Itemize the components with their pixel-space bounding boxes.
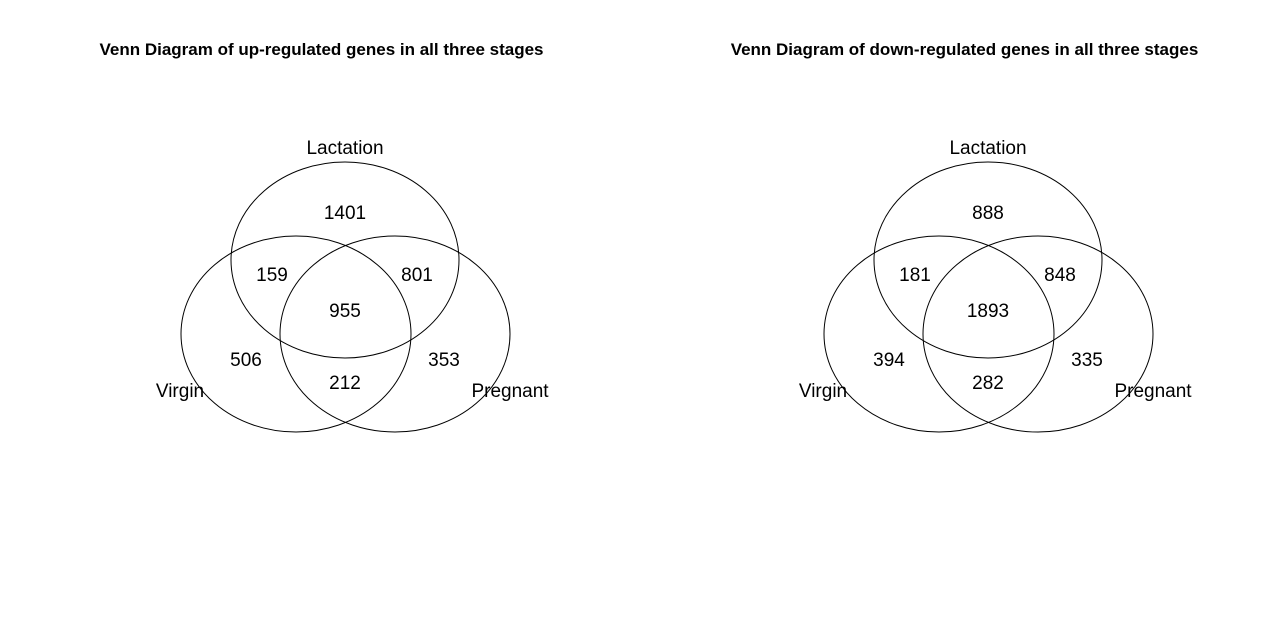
count-pregnant-only: 353	[428, 350, 460, 371]
venn-panel-down-regulated: Venn Diagram of down-regulated genes in …	[643, 0, 1286, 643]
set-label-pregnant: Pregnant	[1114, 381, 1192, 402]
plot-title: Venn Diagram of down-regulated genes in …	[730, 40, 1199, 59]
count-lactation-only: 1401	[324, 203, 366, 224]
count-lactation-pregnant: 848	[1044, 265, 1076, 286]
count-virgin-lactation: 159	[256, 265, 288, 286]
set-label-lactation: Lactation	[306, 138, 383, 159]
set-label-virgin: Virgin	[799, 381, 847, 402]
count-virgin-pregnant: 282	[972, 373, 1004, 394]
count-lactation-only: 888	[972, 203, 1004, 224]
count-pregnant-only: 335	[1071, 350, 1103, 371]
count-virgin-pregnant: 212	[329, 373, 361, 394]
count-virgin-only: 506	[230, 350, 262, 371]
count-lactation-pregnant: 801	[401, 265, 433, 286]
set-label-pregnant: Pregnant	[471, 381, 549, 402]
set-circle-lactation	[873, 161, 1103, 359]
set-label-lactation: Lactation	[949, 138, 1026, 159]
plot-title: Venn Diagram of up-regulated genes in al…	[99, 40, 544, 59]
set-circle-lactation	[230, 161, 460, 359]
count-virgin-only: 394	[873, 350, 905, 371]
venn-diagram-down: Lactation Virgin Pregnant 888 181 848 18…	[799, 138, 1192, 433]
set-circle-pregnant	[279, 235, 511, 433]
count-virgin-lactation: 181	[899, 265, 931, 286]
venn-diagram-up: Lactation Virgin Pregnant 1401 159 801 9…	[156, 138, 549, 433]
set-label-virgin: Virgin	[156, 381, 204, 402]
venn-panel-up-regulated: Venn Diagram of up-regulated genes in al…	[99, 40, 549, 433]
count-all-three: 955	[329, 301, 361, 322]
set-circle-virgin	[180, 235, 412, 433]
count-all-three: 1893	[967, 301, 1009, 322]
set-circle-virgin	[823, 235, 1055, 433]
set-circle-pregnant	[922, 235, 1154, 433]
